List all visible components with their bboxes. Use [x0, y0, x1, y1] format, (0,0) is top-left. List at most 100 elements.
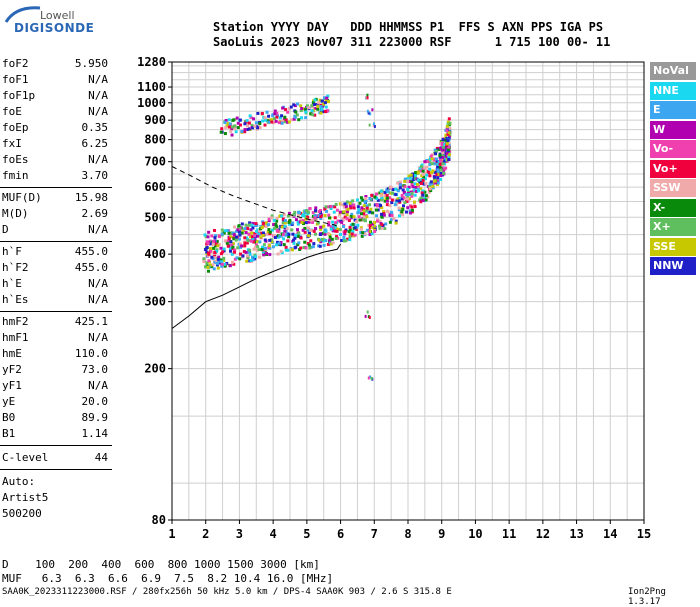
echo-point — [421, 189, 425, 193]
echo-point — [329, 207, 333, 211]
echo-point — [334, 221, 338, 225]
echo-point — [333, 224, 337, 228]
echo-point — [283, 219, 287, 223]
echo-point — [232, 233, 236, 237]
echo-point — [358, 218, 362, 222]
echo-point — [263, 238, 267, 242]
echo-point — [215, 249, 219, 253]
echo-point — [376, 208, 380, 212]
echo-point — [284, 233, 288, 237]
echo-point — [323, 110, 327, 114]
echo-point — [232, 262, 236, 266]
echo-point — [359, 196, 363, 200]
echo-point — [308, 246, 312, 250]
echo-point — [212, 267, 216, 271]
echo-point — [407, 192, 411, 196]
echo-point — [313, 102, 317, 106]
echo-point — [409, 190, 413, 194]
echo-point — [284, 118, 288, 122]
echo-point — [347, 216, 351, 220]
echo-point — [342, 205, 346, 209]
echo-point — [349, 206, 353, 210]
echo-point — [276, 235, 280, 239]
echo-point — [222, 231, 226, 235]
echo-point — [326, 205, 330, 209]
echo-point — [338, 228, 342, 232]
echo-point — [208, 247, 212, 251]
echo-point — [439, 171, 443, 175]
echo-point — [413, 193, 417, 197]
echo-point — [223, 262, 227, 266]
echo-point — [303, 108, 307, 112]
echo-point — [411, 175, 415, 179]
echo-point — [447, 145, 451, 149]
echo-point — [292, 241, 296, 245]
echo-point — [244, 223, 248, 227]
echo-point — [313, 98, 317, 102]
echo-point — [236, 246, 240, 250]
echo-point — [313, 213, 317, 217]
y-axis-ticks: 80 200 300 400 500 600 700 800 900 1000 1100 1280 — [137, 55, 172, 527]
echo-point — [265, 110, 269, 114]
echo-point — [394, 219, 398, 223]
echo-point — [303, 226, 307, 230]
echo-point — [289, 118, 293, 122]
echo-point — [280, 225, 284, 229]
echo-point — [443, 159, 447, 163]
echo-point — [329, 225, 333, 229]
echo-point — [237, 230, 241, 234]
echo-point — [319, 217, 323, 221]
echo-point — [368, 210, 372, 214]
x-tick-label: 15 — [637, 527, 651, 541]
echo-point — [375, 219, 379, 223]
echo-point — [248, 248, 252, 252]
param-key: foF1p — [2, 89, 36, 102]
echo-point — [280, 114, 284, 118]
echo-point — [320, 237, 324, 241]
echo-point — [405, 197, 409, 201]
echo-point — [311, 218, 315, 222]
echo-point — [428, 160, 432, 164]
param-value: N/A — [88, 153, 108, 166]
echo-point — [317, 238, 321, 242]
echo-point — [311, 220, 315, 224]
echo-point — [206, 235, 210, 239]
echo-point — [263, 123, 267, 127]
echo-point — [229, 129, 233, 133]
echo-point — [446, 151, 450, 155]
echo-point — [316, 221, 320, 225]
echo-point — [264, 118, 268, 122]
echo-point — [358, 208, 362, 212]
echo-point — [232, 118, 236, 122]
echo-point — [210, 265, 214, 269]
echo-point — [322, 96, 326, 100]
echo-point — [447, 142, 451, 146]
y-tick-label: 600 — [144, 180, 166, 194]
echo-point — [205, 240, 209, 244]
echo-point — [412, 188, 416, 192]
echo-point — [287, 120, 291, 124]
echo-point — [300, 116, 304, 120]
echo-point — [334, 202, 338, 206]
echo-point — [372, 123, 375, 127]
echo-point — [415, 189, 419, 193]
echo-point — [437, 169, 441, 173]
echo-point — [389, 185, 393, 189]
echo-point — [310, 228, 314, 232]
echo-point — [394, 187, 398, 191]
echo-point — [273, 235, 277, 239]
echo-point — [286, 110, 290, 114]
echo-point — [447, 117, 451, 121]
echo-point — [399, 183, 403, 187]
legend-item-x: X+ — [650, 218, 696, 236]
echo-point — [346, 207, 350, 211]
param-key: foE — [2, 105, 22, 118]
echo-point — [368, 197, 372, 201]
echo-point — [314, 209, 318, 213]
echo-point — [314, 232, 318, 236]
echo-point — [227, 231, 231, 235]
x-tick-label: 11 — [502, 527, 516, 541]
echo-point — [369, 229, 372, 233]
echo-point — [363, 219, 367, 223]
footer-info: SAA0K_2023311223000.RSF / 280fx256h 50 k… — [2, 587, 452, 597]
